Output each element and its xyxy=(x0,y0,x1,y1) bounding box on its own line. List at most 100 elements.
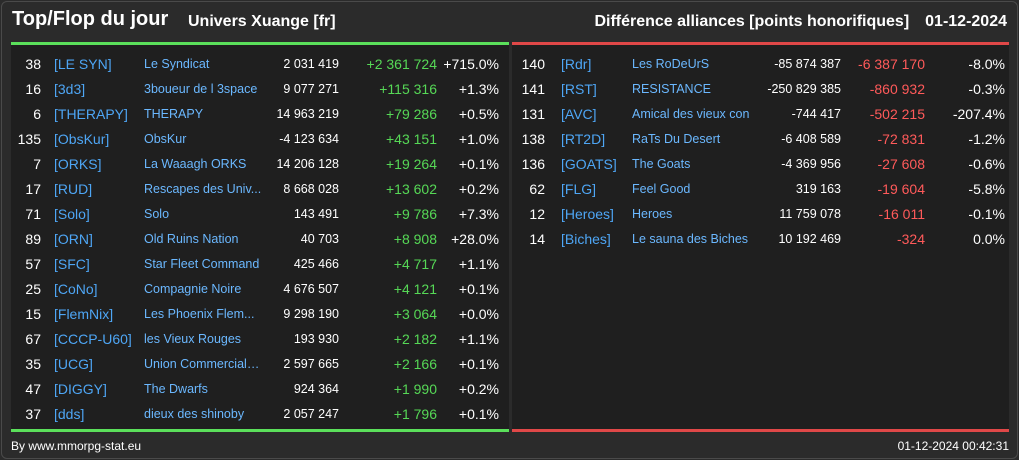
alliance-points: 193 930 xyxy=(293,332,339,346)
alliance-name-link[interactable]: THERAPY xyxy=(144,107,204,121)
alliance-tag-link[interactable]: [ObsKur] xyxy=(54,131,110,147)
alliance-tag-link[interactable]: [RST] xyxy=(561,81,597,97)
alliance-name-link[interactable]: The Dwarfs xyxy=(144,382,208,396)
alliance-tag-link[interactable]: [FlemNix] xyxy=(54,306,114,322)
alliance-tag-link[interactable]: [Solo] xyxy=(54,206,90,222)
alliance-name-link[interactable]: Le sauna des Biches xyxy=(632,232,749,246)
alliance-points: 14 206 128 xyxy=(276,157,339,171)
percent-change: +1.0% xyxy=(458,131,499,147)
alliance-points: -4 123 634 xyxy=(279,132,339,146)
points-difference: +8 908 xyxy=(393,231,437,247)
alliance-name-link[interactable]: Union Commerciale... xyxy=(144,357,264,371)
alliance-rank: 38 xyxy=(25,56,41,72)
alliance-rank: 138 xyxy=(521,131,545,147)
page-title: Top/Flop du jour xyxy=(12,8,169,30)
flop-row: 131 [AVC] Amical des vieux con -744 417 -502… xyxy=(512,102,1009,127)
top-row: 71 [Solo] Solo 143 491 +9 786 +7.3% xyxy=(11,202,509,227)
alliance-tag-link[interactable]: [DIGGY] xyxy=(54,381,107,397)
flop-row: 141 [RST] RESISTANCE -250 829 385 -860 932 -0… xyxy=(512,77,1009,102)
points-difference: +2 182 xyxy=(393,331,437,347)
alliance-tag-link[interactable]: [dds] xyxy=(54,406,85,422)
percent-change: -0.6% xyxy=(968,156,1005,172)
percent-change: -1.2% xyxy=(968,131,1005,147)
alliance-name-link[interactable]: Old Ruins Nation xyxy=(144,232,239,246)
percent-change: +0.1% xyxy=(458,356,499,372)
alliance-rank: 25 xyxy=(25,281,41,297)
alliance-rank: 16 xyxy=(25,81,41,97)
percent-change: -8.0% xyxy=(968,56,1005,72)
points-difference: +43 151 xyxy=(386,131,437,147)
alliance-tag-link[interactable]: [FLG] xyxy=(561,181,597,197)
points-difference: -6 387 170 xyxy=(858,56,925,72)
alliance-tag-link[interactable]: [3d3] xyxy=(54,81,86,97)
alliance-name-link[interactable]: Amical des vieux con xyxy=(632,107,750,121)
alliance-tag-link[interactable]: [UCG] xyxy=(54,356,93,372)
alliance-points: -4 369 956 xyxy=(781,157,841,171)
alliance-rank: 135 xyxy=(17,131,41,147)
alliance-tag-link[interactable]: [Rdr] xyxy=(561,56,592,72)
alliance-tag-link[interactable]: [Heroes] xyxy=(561,206,614,222)
points-difference: +79 286 xyxy=(386,106,437,122)
alliance-tag-link[interactable]: [RUD] xyxy=(54,181,93,197)
alliance-rank: 57 xyxy=(25,256,41,272)
alliance-rank: 67 xyxy=(25,331,41,347)
top-row: 89 [ORN] Old Ruins Nation 40 703 +8 908 +28.0… xyxy=(11,227,509,252)
percent-change: 0.0% xyxy=(973,231,1005,247)
generated-timestamp: 01-12-2024 00:42:31 xyxy=(897,439,1009,453)
alliance-tag-link[interactable]: [AVC] xyxy=(561,106,597,122)
flop-row: 14 [Biches] Le sauna des Biches 10 192 469 -… xyxy=(512,227,1009,252)
alliance-name-link[interactable]: Feel Good xyxy=(632,182,691,196)
alliance-name-link[interactable]: RaTs Du Desert xyxy=(632,132,721,146)
percent-change: +0.1% xyxy=(458,406,499,422)
alliance-tag-link[interactable]: [CCCP-U60] xyxy=(54,331,132,347)
alliance-rank: 140 xyxy=(521,56,545,72)
alliance-name-link[interactable]: Heroes xyxy=(632,207,673,221)
top-row: 35 [UCG] Union Commerciale... 2 597 665 +2 1… xyxy=(11,352,509,377)
alliance-name-link[interactable]: 3boueur de l 3space xyxy=(144,82,258,96)
alliance-name-link[interactable]: Les RoDeUrS xyxy=(632,57,710,71)
percent-change: +0.1% xyxy=(458,156,499,172)
top-row: 7 [ORKS] La Waaagh ORKS 14 206 128 +19 264 +0… xyxy=(11,152,509,177)
alliance-tag-link[interactable]: [SFC] xyxy=(54,256,90,272)
alliance-name-link[interactable]: dieux des shinoby xyxy=(144,407,245,421)
alliance-tag-link[interactable]: [THERAPY] xyxy=(54,106,128,122)
alliance-name-link[interactable]: Solo xyxy=(144,207,170,221)
percent-change: -0.3% xyxy=(968,81,1005,97)
points-difference: +2 166 xyxy=(393,356,437,372)
alliance-points: 9 077 271 xyxy=(283,82,339,96)
top-row: 38 [LE SYN] Le Syndicat 2 031 419 +2 361 724… xyxy=(11,52,509,77)
alliance-name-link[interactable]: Compagnie Noire xyxy=(144,282,242,296)
flop-panel: 140 [Rdr] Les RoDeUrS -85 874 387 -6 387 170… xyxy=(512,42,1009,432)
alliance-tag-link[interactable]: [GOATS] xyxy=(561,156,617,172)
alliance-name-link[interactable]: les Vieux Rouges xyxy=(144,332,242,346)
alliance-tag-link[interactable]: [RT2D] xyxy=(561,131,606,147)
top-row: 17 [RUD] Rescapes des Univ... 8 668 028 +13 … xyxy=(11,177,509,202)
flop-list: 140 [Rdr] Les RoDeUrS -85 874 387 -6 387 170… xyxy=(512,52,1009,252)
alliance-name-link[interactable]: Le Syndicat xyxy=(144,57,210,71)
alliance-tag-link[interactable]: [ORKS] xyxy=(54,156,102,172)
alliance-name-link[interactable]: Rescapes des Univ... xyxy=(144,182,262,196)
header-date: 01-12-2024 xyxy=(925,13,1007,30)
points-difference: -502 215 xyxy=(869,106,925,122)
alliance-name-link[interactable]: ObsKur xyxy=(144,132,187,146)
alliance-name-link[interactable]: La Waaagh ORKS xyxy=(144,157,247,171)
alliance-name-link[interactable]: RESISTANCE xyxy=(632,82,711,96)
alliance-points: 8 668 028 xyxy=(283,182,339,196)
footer: By www.mmorpg-stat.eu 01-12-2024 00:42:3… xyxy=(2,436,1017,456)
alliance-tag-link[interactable]: [LE SYN] xyxy=(54,56,112,72)
percent-change: +1.3% xyxy=(458,81,499,97)
alliance-tag-link[interactable]: [CoNo] xyxy=(54,281,98,297)
alliance-tag-link[interactable]: [ORN] xyxy=(54,231,93,247)
alliance-tag-link[interactable]: [Biches] xyxy=(561,231,611,247)
alliance-name-link[interactable]: Star Fleet Command xyxy=(144,257,260,271)
alliance-rank: 6 xyxy=(33,106,41,122)
points-difference: +1 796 xyxy=(393,406,437,422)
ranking-subject: Différence alliances [points honorifique… xyxy=(594,13,910,30)
alliance-name-link[interactable]: The Goats xyxy=(632,157,691,171)
top-row: 16 [3d3] 3boueur de l 3space 9 077 271 +115 … xyxy=(11,77,509,102)
points-difference: +115 316 xyxy=(379,81,437,97)
top-row: 6 [THERAPY] THERAPY 14 963 219 +79 286 +0.5% xyxy=(11,102,509,127)
alliance-points: -250 829 385 xyxy=(767,82,841,96)
alliance-name-link[interactable]: Les Phoenix Flem... xyxy=(144,307,255,321)
header-right: Différence alliances [points honorifique… xyxy=(594,13,1007,31)
